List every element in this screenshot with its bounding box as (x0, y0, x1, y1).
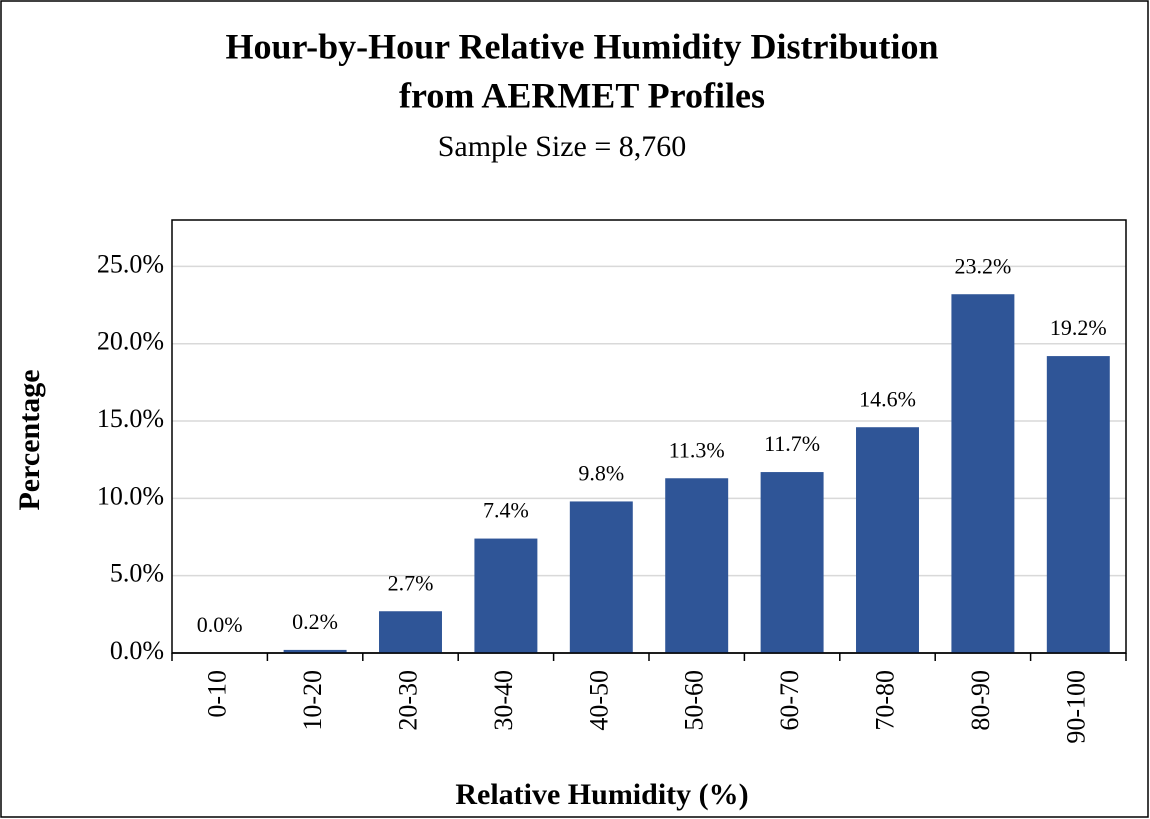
bar (569, 501, 633, 653)
x-tick-label: 30-40 (489, 670, 518, 731)
chart-title: Hour-by-Hour Relative Humidity Distribut… (225, 26, 938, 66)
value-label: 11.3% (669, 437, 725, 462)
bar (856, 427, 919, 653)
x-tick-label: 80-90 (966, 670, 995, 731)
value-label: 2.7% (388, 570, 434, 595)
bar (665, 478, 729, 653)
x-tick-label: 0-10 (203, 670, 232, 718)
x-tick-label: 20-30 (393, 670, 422, 731)
chart-subtitle: Sample Size = 8,760 (438, 130, 687, 163)
x-tick-label: 10-20 (298, 670, 327, 731)
y-tick-label: 0.0% (110, 636, 164, 665)
x-axis-label: Relative Humidity (%) (455, 778, 748, 811)
value-label: 23.2% (954, 253, 1011, 278)
y-tick-label: 20.0% (97, 327, 164, 356)
bar (474, 538, 538, 653)
value-label: 19.2% (1050, 315, 1107, 340)
value-label: 14.6% (859, 386, 916, 411)
x-tick-label: 40-50 (584, 670, 613, 731)
value-label: 7.4% (483, 498, 529, 523)
bar (1046, 356, 1110, 653)
x-tick-label: 50-60 (680, 670, 709, 731)
x-tick-label: 70-80 (870, 670, 899, 731)
value-label: 9.8% (578, 460, 624, 485)
y-tick-label: 15.0% (97, 404, 164, 433)
bar (760, 472, 824, 653)
y-axis-label: Percentage (13, 369, 46, 510)
value-label: 0.2% (292, 609, 338, 634)
x-tick-label: 60-70 (775, 670, 804, 731)
y-tick-label: 5.0% (110, 559, 164, 588)
bar (951, 294, 1015, 653)
y-tick-label: 25.0% (97, 249, 164, 278)
x-tick-label: 90-100 (1061, 670, 1090, 744)
bar (379, 611, 442, 653)
chart-title: from AERMET Profiles (399, 75, 765, 115)
value-label: 0.0% (197, 612, 243, 637)
value-label: 11.7% (764, 431, 820, 456)
bar (283, 649, 347, 653)
y-tick-label: 10.0% (97, 481, 164, 510)
